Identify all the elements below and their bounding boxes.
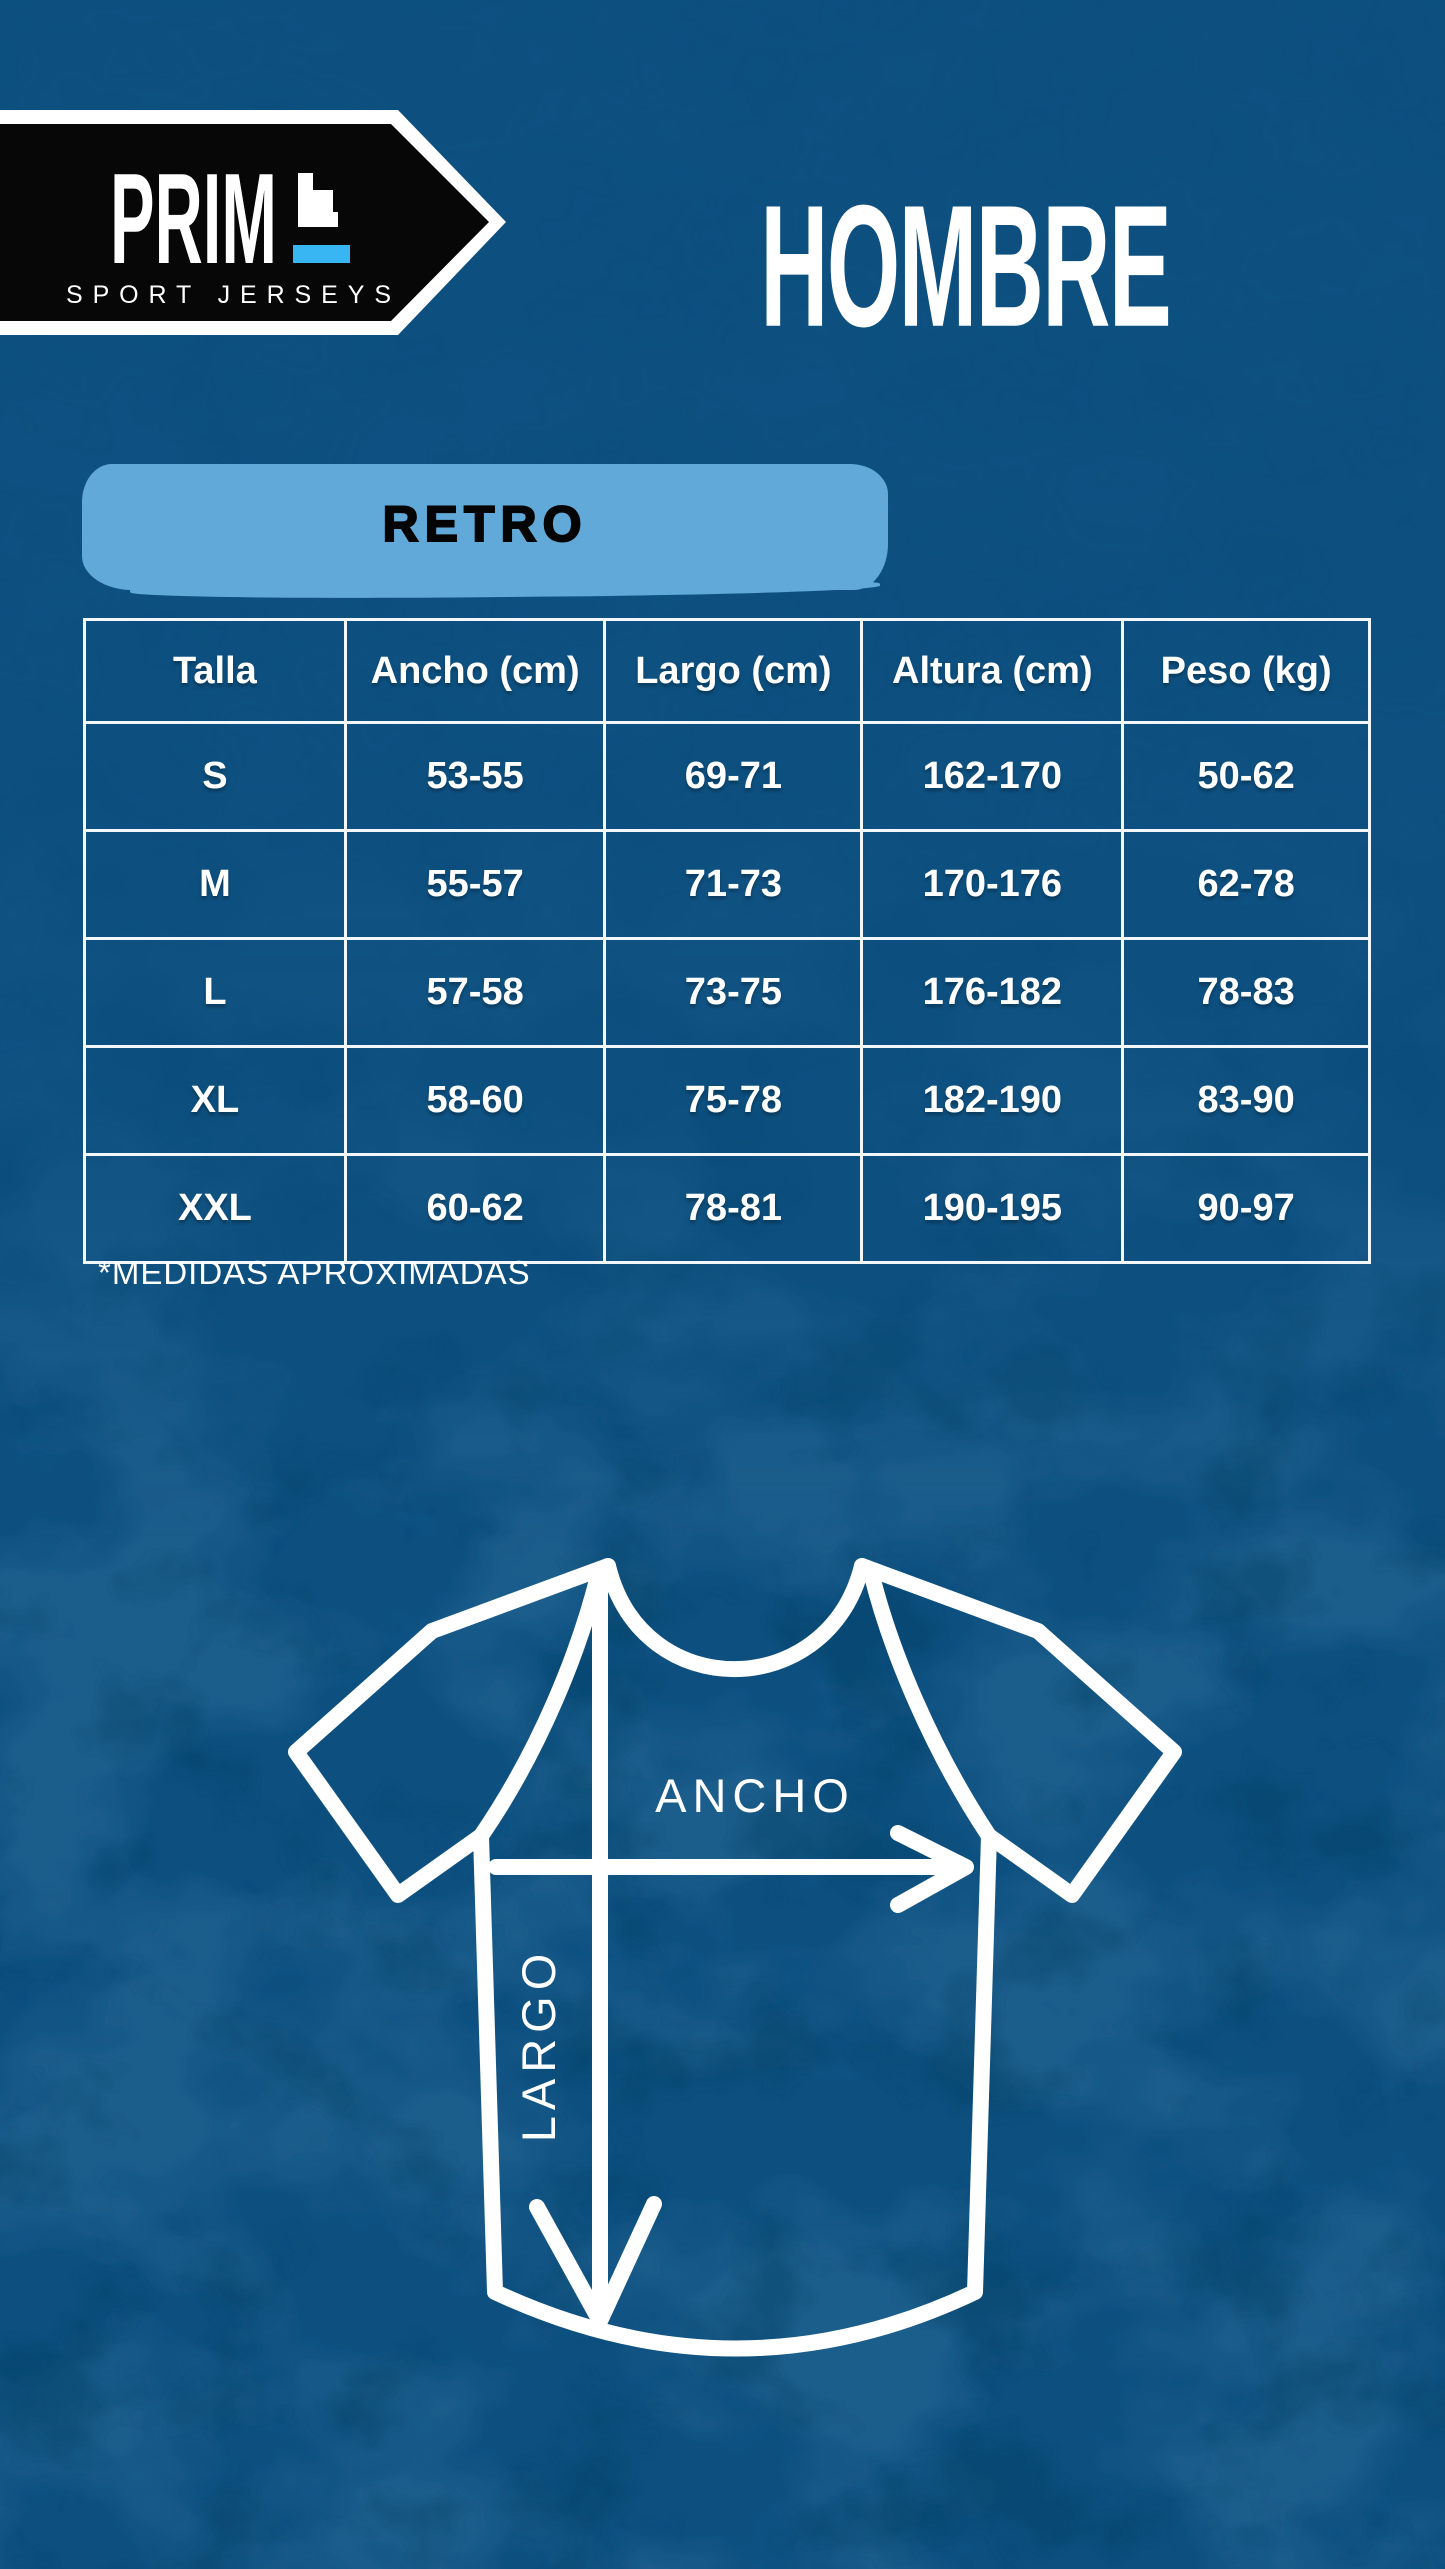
measurement-cell: 78-81 xyxy=(603,1153,864,1264)
measurement-cell: 69-71 xyxy=(603,721,864,832)
tshirt-measurement-diagram: ANCHO LARGO xyxy=(288,1558,1182,2357)
measurement-cell: 75-78 xyxy=(603,1045,864,1156)
measurements-footnote: *MEDIDAS APROXIMADAS xyxy=(98,1254,531,1291)
measurement-cell: 176-182 xyxy=(860,937,1125,1048)
measurement-cell: 58-60 xyxy=(343,1045,607,1156)
measurement-cell: 53-55 xyxy=(343,721,607,832)
logo-accent-bar xyxy=(293,245,350,263)
category-label: RETRO xyxy=(382,495,588,553)
measurement-cell: 50-62 xyxy=(1121,721,1371,832)
length-arrowhead-icon xyxy=(529,2196,662,2329)
table-row: L 57-58 73-75 176-182 78-83 xyxy=(83,937,1371,1048)
measurement-cell: 60-62 xyxy=(343,1153,607,1264)
tshirt-right-armhole-seam xyxy=(863,1564,997,1844)
size-label-cell: XXL xyxy=(83,1153,347,1264)
tshirt-collar xyxy=(600,1558,870,1678)
table-row: XL 58-60 75-78 182-190 83-90 xyxy=(83,1045,1371,1156)
measurement-cell: 78-83 xyxy=(1121,937,1371,1048)
measurement-cell: 182-190 xyxy=(860,1045,1125,1156)
measurement-cell: 90-97 xyxy=(1121,1153,1371,1264)
tshirt-left-armhole-seam xyxy=(473,1564,607,1844)
table-row: S 53-55 69-71 162-170 50-62 xyxy=(83,721,1371,832)
size-label-cell: M xyxy=(83,829,347,940)
measurement-cell: 55-57 xyxy=(343,829,607,940)
measurement-cell: 170-176 xyxy=(860,829,1125,940)
measurement-cell: 83-90 xyxy=(1121,1045,1371,1156)
size-label-cell: L xyxy=(83,937,347,1048)
page-title-text: HOMBRE xyxy=(760,169,1172,365)
logo-arrow-fill xyxy=(0,124,489,321)
brand-logo: PRIM SPORT JERSEYS xyxy=(0,110,506,335)
table-row: M 55-57 71-73 170-176 62-78 xyxy=(83,829,1371,940)
category-banner: RETRO xyxy=(82,464,888,590)
measurement-cell: 57-58 xyxy=(343,937,607,1048)
measurement-cell: 62-78 xyxy=(1121,829,1371,940)
column-header: Ancho (cm) xyxy=(343,618,607,724)
size-table-body: S 53-55 69-71 162-170 50-62 M 55-57 71-73 170-17… xyxy=(83,721,1371,1264)
brand-name-text: PRIM xyxy=(110,147,277,291)
size-table: Talla Ancho (cm) Largo (cm) Altura (cm) Peso… xyxy=(83,618,1371,1264)
length-label: LARGO xyxy=(512,1948,565,2143)
brand-stylized-e xyxy=(293,173,350,263)
size-label-cell: XL xyxy=(83,1045,347,1156)
size-table-header-row: Talla Ancho (cm) Largo (cm) Altura (cm) Peso… xyxy=(83,618,1371,724)
brand-tagline-text: SPORT JERSEYS xyxy=(66,281,391,309)
measurement-cell: 71-73 xyxy=(603,829,864,940)
measurement-cell: 73-75 xyxy=(603,937,864,1048)
tshirt-outline xyxy=(288,1558,1182,2357)
measurement-cell: 190-195 xyxy=(860,1153,1125,1264)
column-header: Peso (kg) xyxy=(1121,618,1371,724)
column-header: Largo (cm) xyxy=(603,618,864,724)
size-label-cell: S xyxy=(83,721,347,832)
column-header: Altura (cm) xyxy=(860,618,1125,724)
column-header: Talla xyxy=(83,618,347,724)
table-row: XXL 60-62 78-81 190-195 90-97 xyxy=(83,1153,1371,1264)
page-title: HOMBRE xyxy=(690,180,1240,353)
width-arrowhead-icon xyxy=(890,1825,974,1913)
width-label: ANCHO xyxy=(655,1769,855,1822)
measurement-cell: 162-170 xyxy=(860,721,1125,832)
